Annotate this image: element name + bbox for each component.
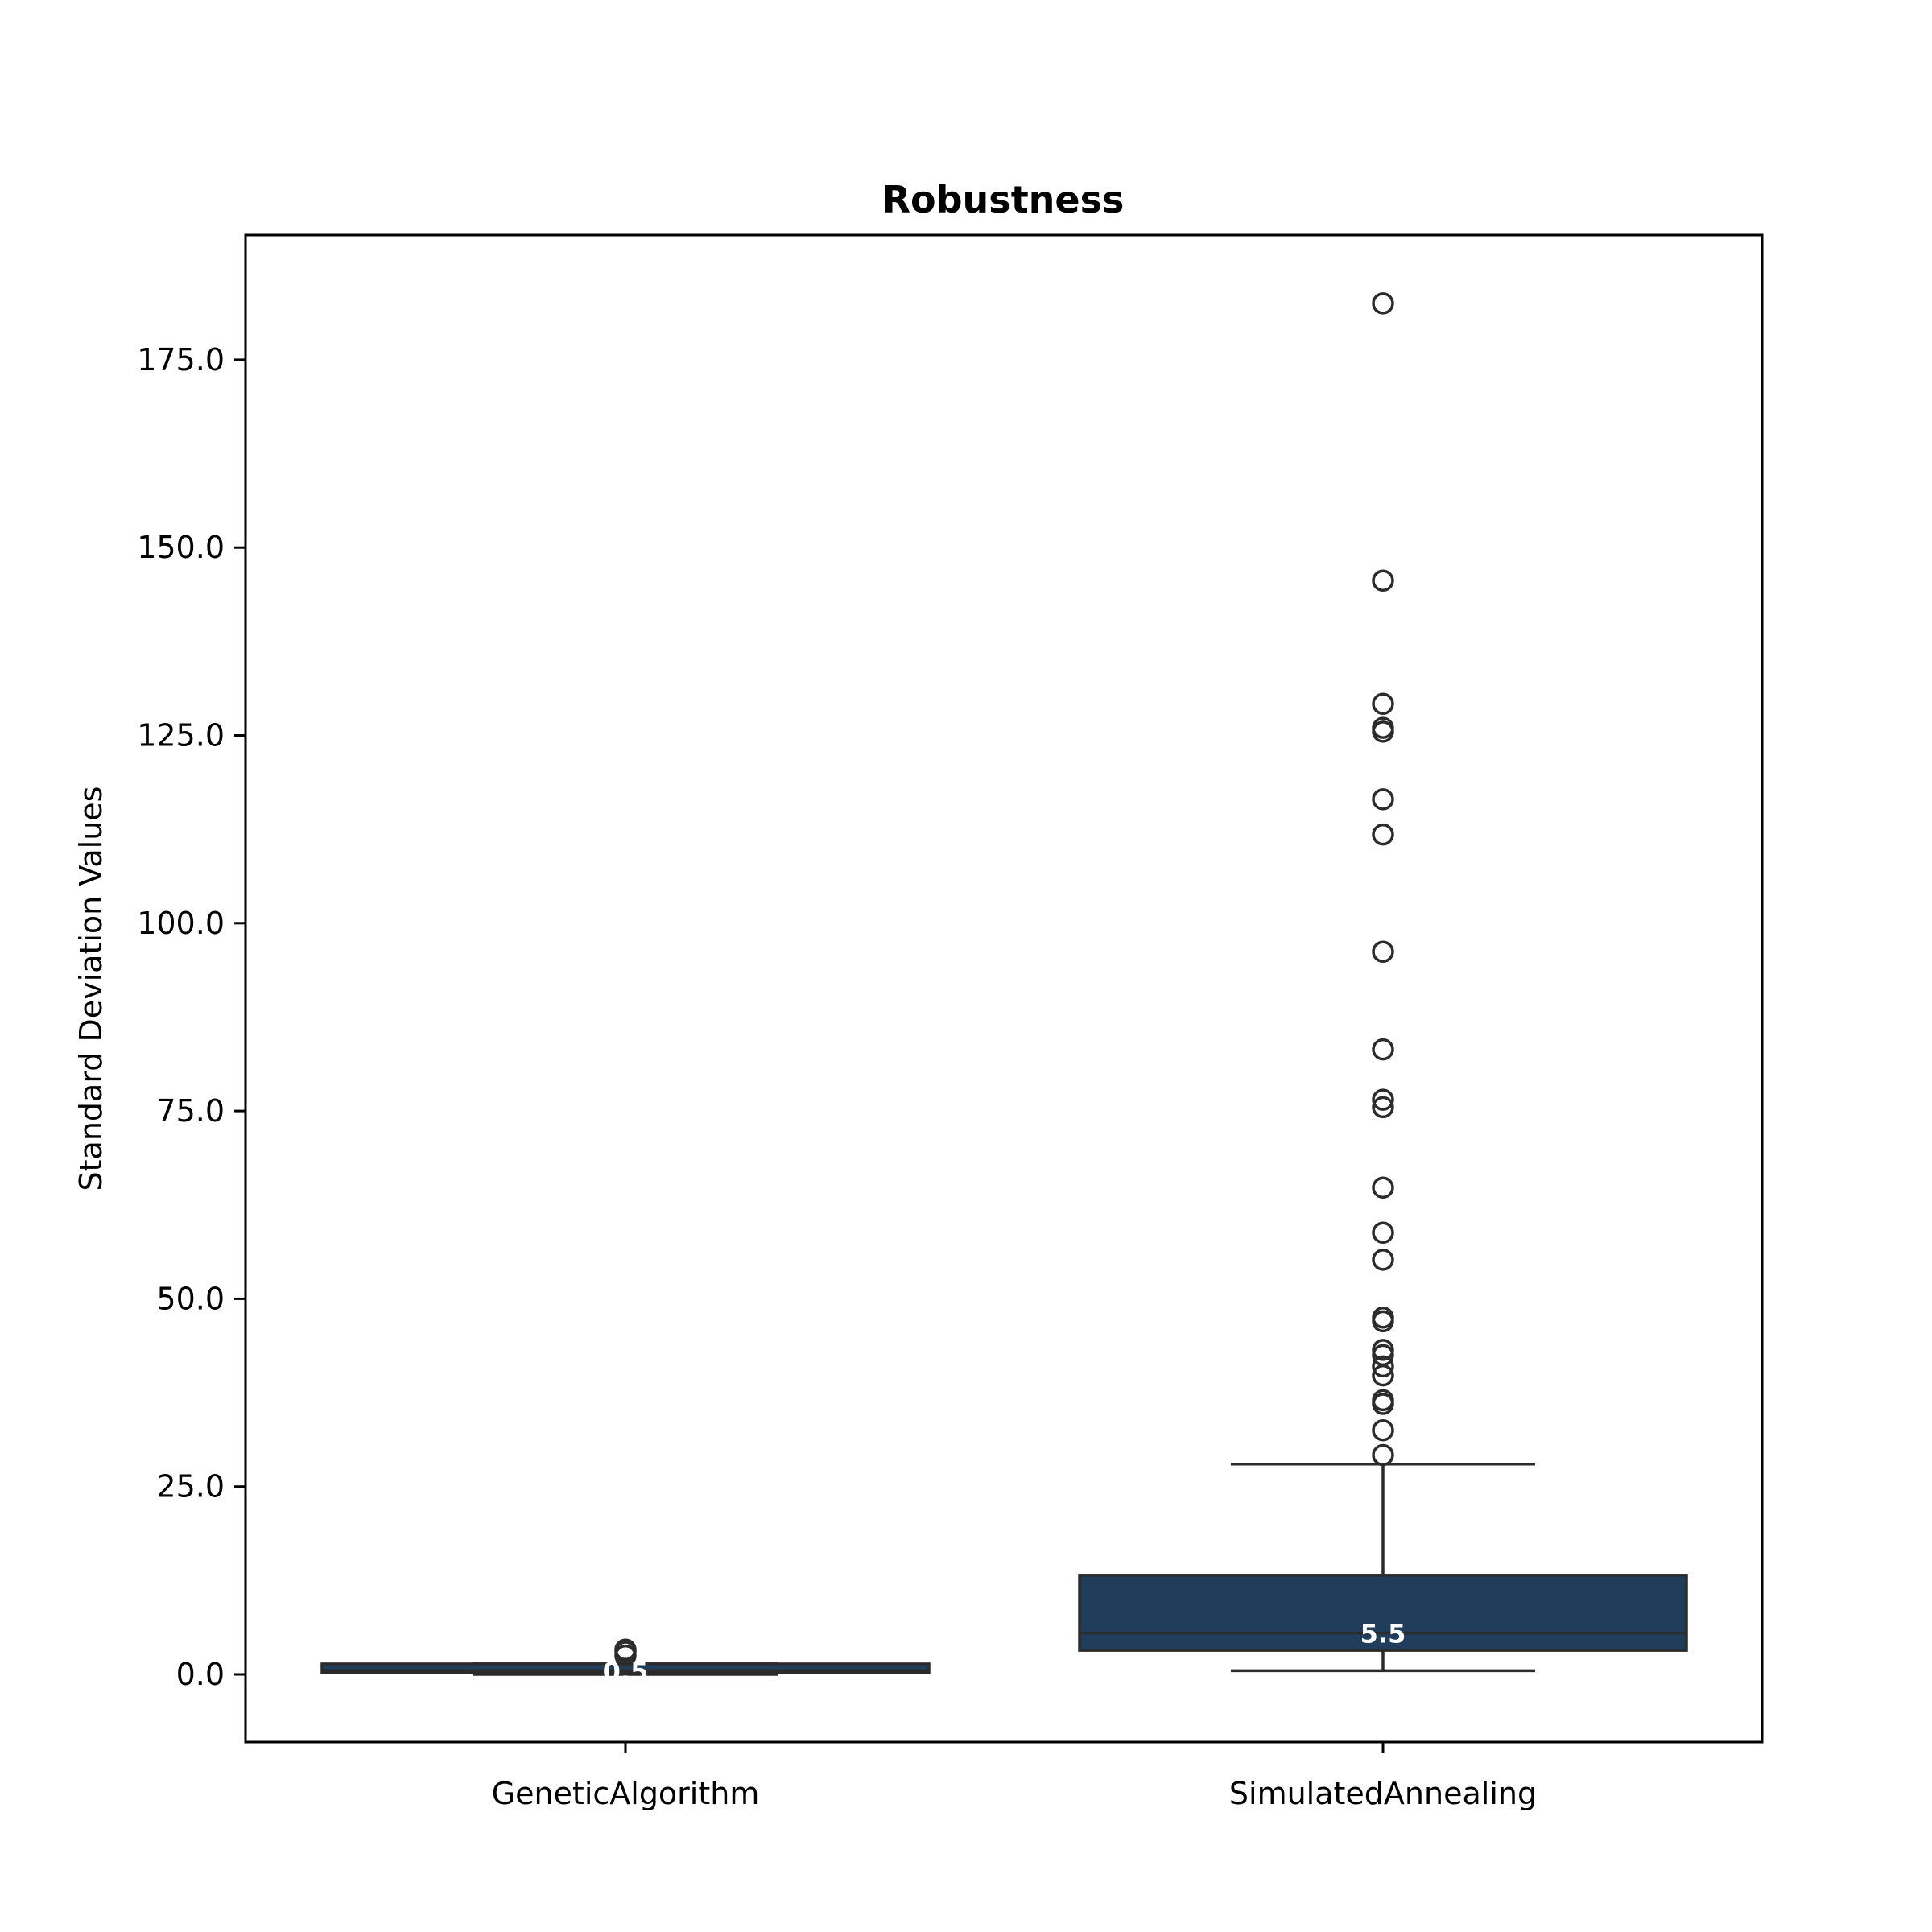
outlier-point [1372,1038,1394,1061]
y-tick-label: 100.0 [137,906,225,941]
y-tick-label: 175.0 [137,342,225,378]
plot-area: 0.5 5.5 [320,292,1688,1686]
outlier-point [1372,692,1394,716]
outlier-point [1372,1389,1394,1412]
median-label: 0.5 [603,1656,649,1686]
y-tick-label: 0.0 [176,1657,225,1692]
chart-title: Robustness [882,178,1125,221]
outlier-point [1372,292,1394,315]
outlier-point [1372,1249,1394,1271]
y-tick-label: 25.0 [156,1469,225,1505]
x-tick-label: GeneticAlgorithm [492,1776,760,1811]
y-tick-label: 150.0 [137,530,225,565]
median-label: 5.5 [1360,1619,1406,1649]
outlier-point [1372,1221,1394,1245]
outlier-point [1372,1339,1394,1361]
plot-frame [244,233,1764,1744]
outlier-point [1372,1176,1394,1199]
y-tick-label: 50.0 [156,1281,225,1316]
y-axis-title: Standard Deviation Values [73,786,109,1191]
outlier-point [1372,716,1394,739]
box-group-GeneticAlgorithm: 0.5 [320,1638,931,1686]
box-body [1078,1574,1688,1652]
outlier-point [1372,1443,1394,1467]
outlier-point [1372,788,1394,811]
outlier-point [614,1638,637,1661]
outlier-point [1372,1096,1394,1119]
outlier-point [1372,1088,1394,1111]
outlier-point [1372,823,1394,846]
outlier-point [1372,1418,1394,1442]
outlier-point [1372,1355,1394,1378]
outlier-point [1372,569,1394,592]
outlier-point [1372,1306,1394,1329]
axes: 0.0 25.0 50.0 75.0 100.0 125.0 150.0 175.0 Genet… [137,342,1537,1811]
y-tick-label: 125.0 [137,718,225,753]
outlier-point [1372,940,1394,964]
y-tick-label: 75.0 [156,1093,225,1129]
box-group-SimulatedAnnealing: 5.5 [1078,292,1688,1673]
x-tick-label: SimulatedAnnealing [1229,1776,1537,1811]
